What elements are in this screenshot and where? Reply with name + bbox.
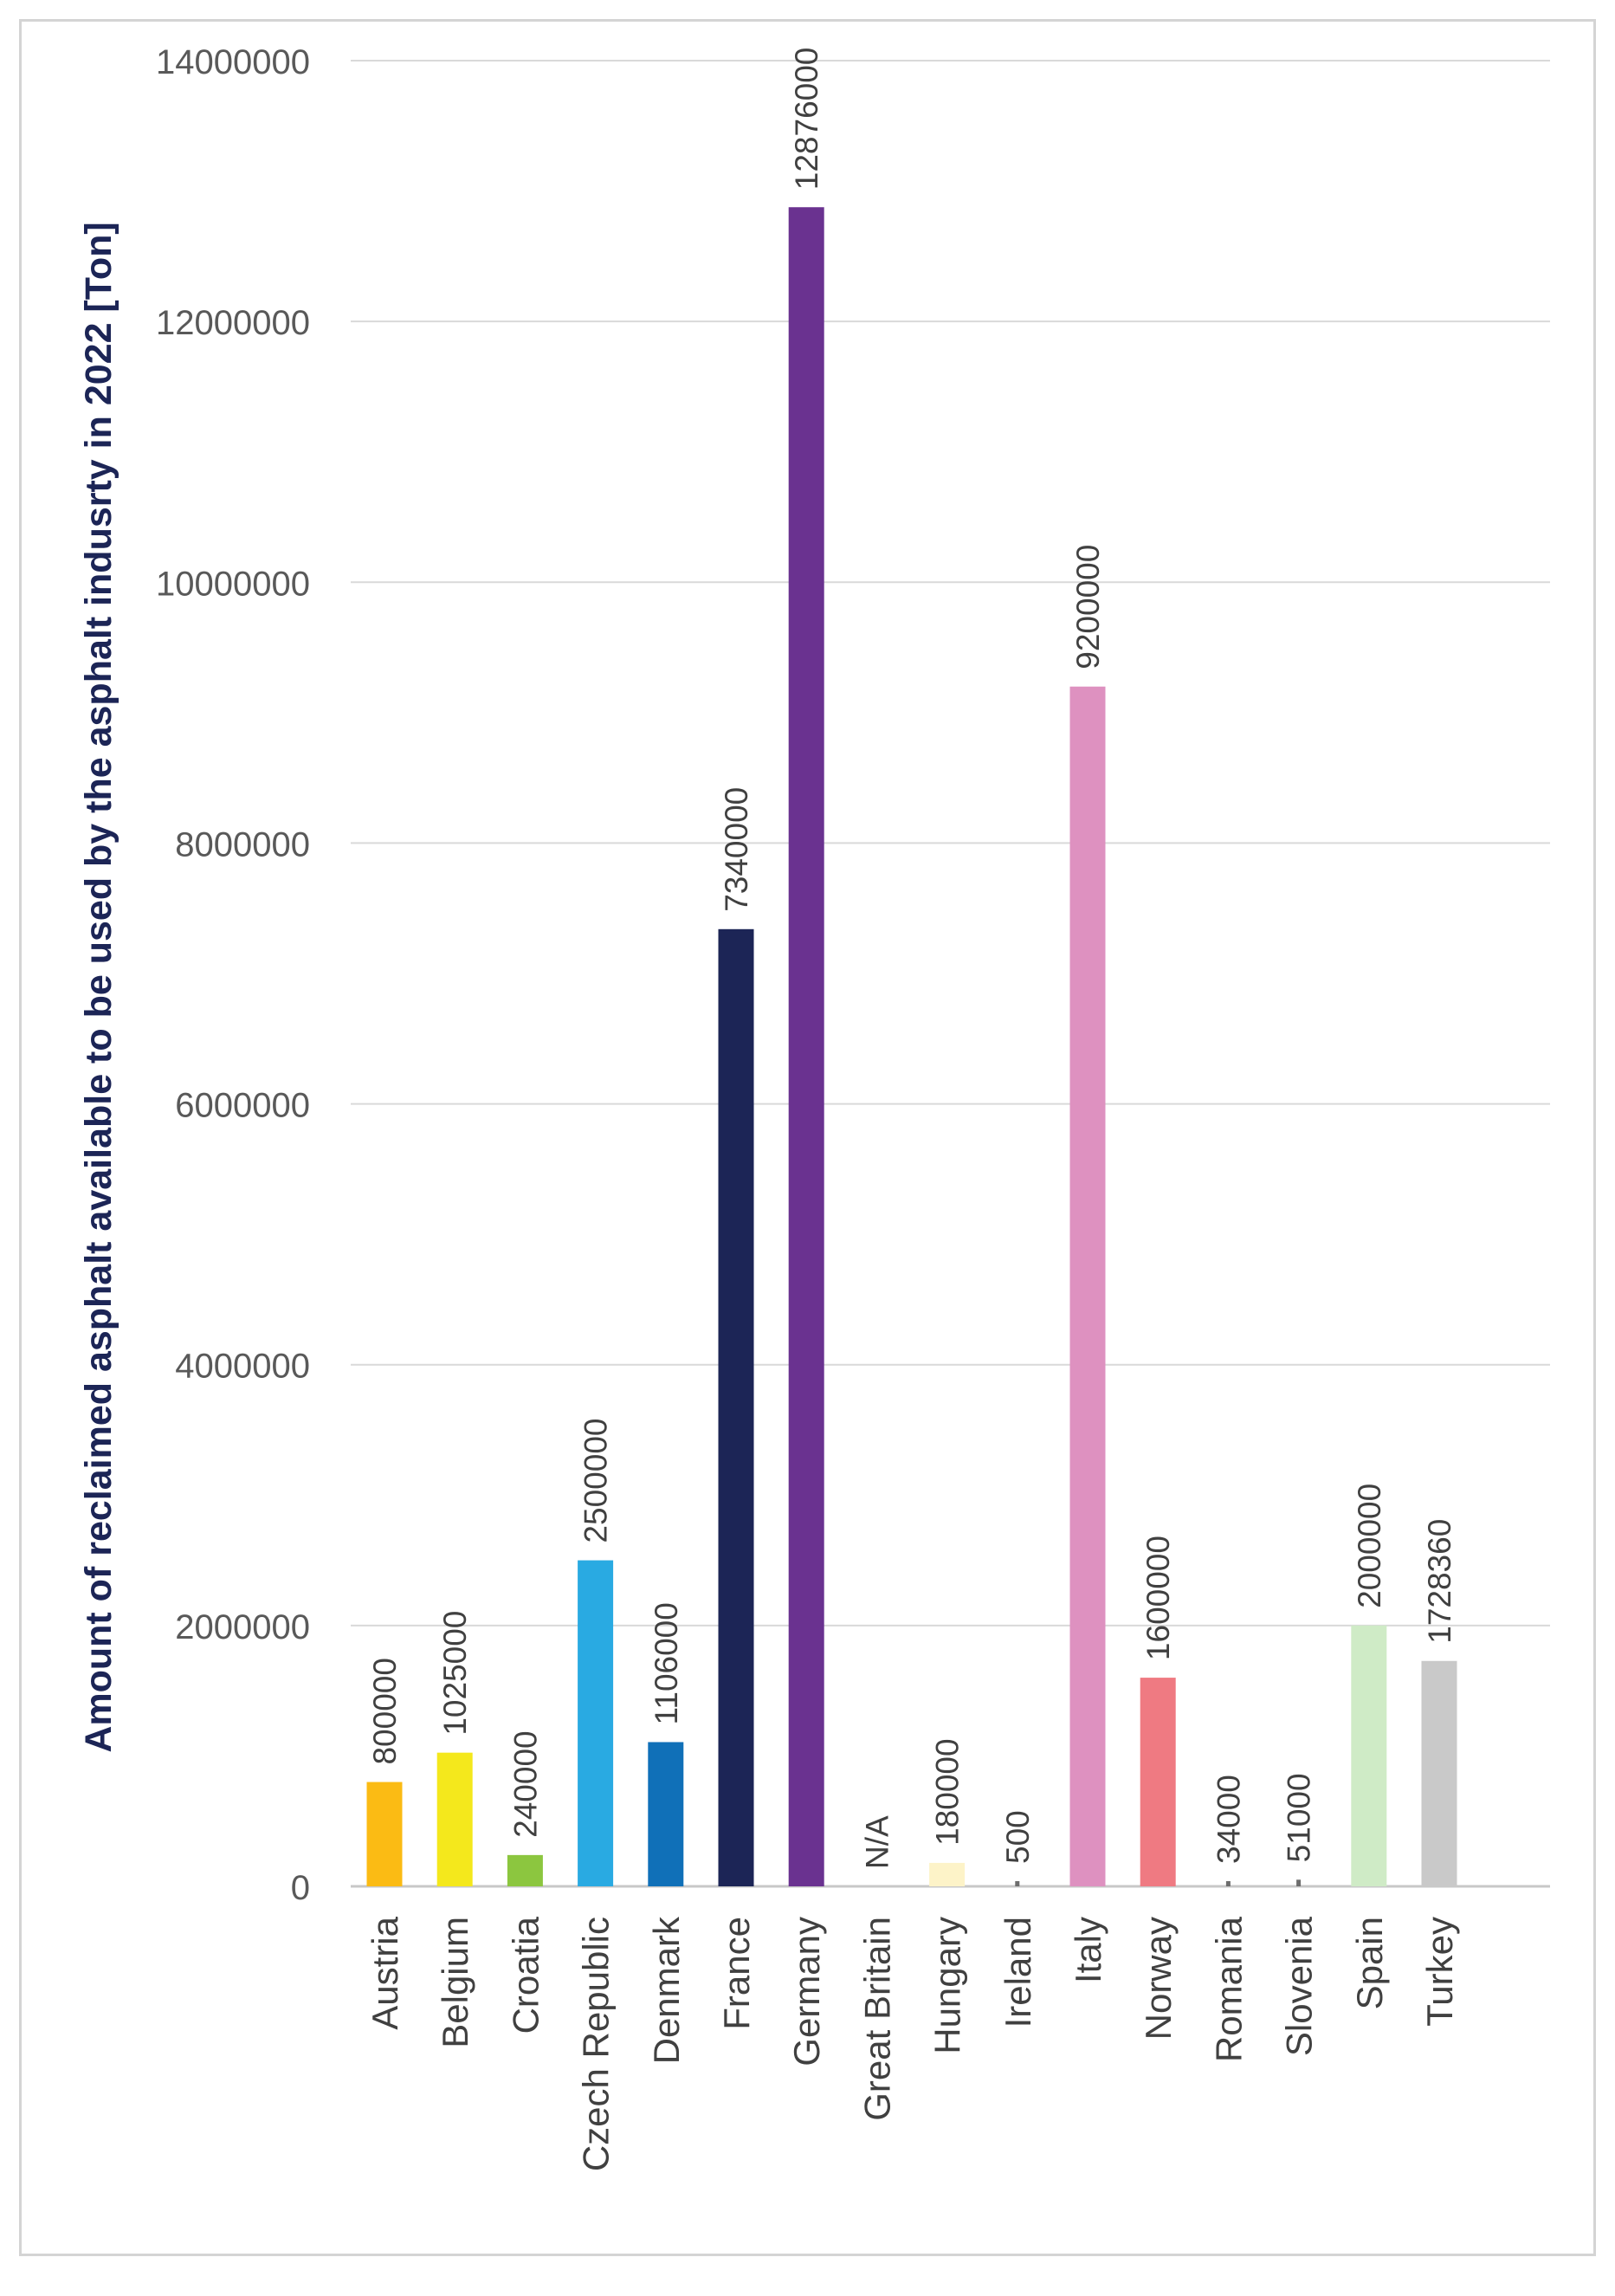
x-tick-label: Italy — [1068, 1917, 1108, 1983]
bar-denmark — [648, 1742, 684, 1886]
data-label: 1728360 — [1422, 1519, 1457, 1644]
y-tick-label: 4000000 — [175, 1348, 310, 1386]
data-label: N/A — [859, 1815, 895, 1869]
bar-spain — [1351, 1625, 1387, 1886]
x-tick-label: Czech Republic — [576, 1917, 617, 2171]
bar-ireland — [1015, 1881, 1020, 1886]
data-label: 240000 — [507, 1730, 543, 1837]
data-label: 51000 — [1282, 1773, 1317, 1862]
y-tick-label: 8000000 — [175, 825, 310, 863]
data-label: 9200000 — [1070, 545, 1106, 669]
x-tick-label: Germany — [786, 1917, 827, 2066]
data-label: 12876000 — [789, 48, 824, 191]
bar-turkey — [1421, 1660, 1457, 1886]
bar-norway — [1140, 1678, 1176, 1886]
y-tick-label: 6000000 — [175, 1087, 310, 1125]
x-tick-label: France — [716, 1917, 757, 2030]
x-tick-label: Austria — [365, 1916, 405, 2029]
bar-hungary — [929, 1862, 966, 1886]
x-tick-label: Turkey — [1419, 1917, 1460, 2027]
data-label: 1106000 — [649, 1602, 684, 1724]
bar-croatia — [507, 1854, 543, 1886]
data-label: 1025000 — [437, 1611, 473, 1736]
bar-czech-republic — [578, 1560, 614, 1886]
bars — [366, 207, 1457, 1886]
x-tick-label: Denmark — [646, 1916, 687, 2064]
x-tick-label: Belgium — [435, 1917, 475, 2048]
data-label: 34000 — [1211, 1775, 1246, 1864]
y-tick-label: 2000000 — [175, 1608, 310, 1646]
bar-italy — [1069, 686, 1106, 1886]
x-tick-label: Spain — [1349, 1917, 1390, 2009]
gridlines — [351, 60, 1550, 1888]
bar-romania — [1225, 1881, 1231, 1886]
bar-france — [718, 928, 754, 1886]
data-label: 7340000 — [719, 787, 754, 912]
x-tick-label: Hungary — [927, 1917, 968, 2054]
data-label: 500 — [1000, 1810, 1036, 1864]
y-tick-label: 10000000 — [156, 565, 310, 603]
data-label: 2500000 — [578, 1419, 614, 1543]
y-tick-label: 14000000 — [156, 43, 310, 81]
x-tick-label: Romania — [1208, 1916, 1249, 2062]
x-tick-label: Croatia — [505, 1916, 546, 2034]
data-label: 180000 — [930, 1738, 966, 1845]
y-tick-label: 0 — [291, 1869, 310, 1907]
bar-austria — [366, 1782, 403, 1886]
x-tick-label: Slovenia — [1279, 1916, 1320, 2056]
data-label: 800000 — [367, 1658, 403, 1764]
data-labels: 800000 1025000 240000 2500000 1106000 7340000… — [367, 48, 1457, 1869]
x-axis-ticks: Austria Belgium Croatia Czech Republic Denma… — [365, 1916, 1460, 2171]
data-label: 2000000 — [1352, 1484, 1387, 1608]
x-tick-label: Great Britain — [856, 1917, 897, 2121]
data-label: 1600000 — [1140, 1536, 1176, 1660]
bar-slovenia — [1296, 1879, 1302, 1886]
bar-belgium — [436, 1752, 473, 1886]
y-axis-label: Amount of reclaimed asphalt available to… — [78, 222, 120, 1752]
y-tick-label: 12000000 — [156, 304, 310, 342]
x-tick-label: Ireland — [998, 1917, 1038, 2028]
x-tick-label: Norway — [1138, 1917, 1179, 2040]
bar-germany — [788, 207, 824, 1886]
y-axis-ticks: 0 2000000 4000000 6000000 8000000 10000000 120… — [156, 43, 310, 1907]
